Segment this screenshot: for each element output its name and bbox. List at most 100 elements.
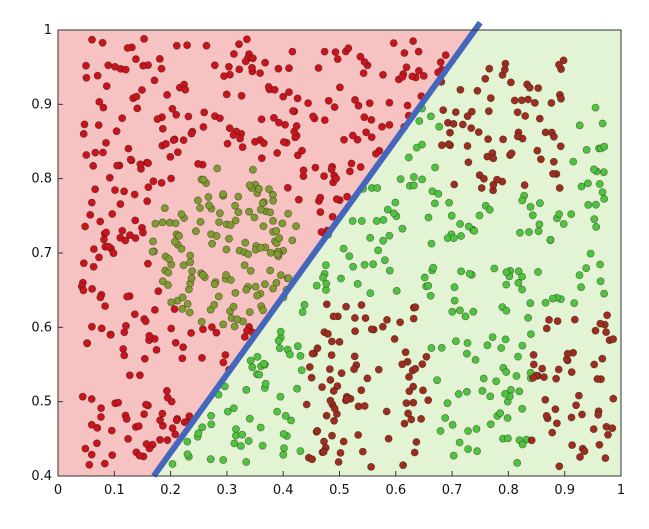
- green-point: [418, 175, 426, 184]
- dark-red-point: [446, 128, 454, 137]
- green-point: [502, 306, 511, 315]
- olive-point: [275, 234, 284, 242]
- red-point: [210, 61, 219, 70]
- olive-point: [266, 208, 274, 217]
- green-point: [245, 414, 254, 423]
- red-point: [274, 64, 283, 73]
- red-point: [316, 208, 325, 216]
- x-tick-label: 0.3: [217, 483, 238, 498]
- red-point: [102, 228, 110, 237]
- olive-point: [167, 298, 176, 307]
- red-point: [167, 397, 176, 406]
- red-point: [124, 144, 133, 153]
- dark-red-point: [590, 360, 599, 369]
- red-point: [93, 423, 102, 432]
- green-point: [369, 260, 377, 269]
- green-point: [575, 271, 584, 279]
- dark-red-point: [328, 431, 336, 440]
- green-point: [463, 339, 472, 347]
- green-point: [293, 342, 302, 351]
- red-point: [126, 155, 135, 164]
- red-point: [167, 174, 175, 183]
- olive-point: [266, 248, 275, 257]
- dark-red-point: [552, 374, 560, 383]
- olive-point: [229, 302, 238, 311]
- dark-red-point: [313, 426, 322, 435]
- dark-red-point: [418, 360, 427, 368]
- olive-point: [198, 270, 207, 279]
- red-point: [356, 163, 365, 171]
- dark-red-point: [327, 351, 336, 359]
- green-point: [429, 263, 438, 272]
- green-point: [514, 278, 523, 287]
- green-point: [298, 308, 307, 316]
- dark-red-point: [363, 374, 372, 383]
- dark-red-point: [405, 372, 413, 381]
- red-point: [320, 172, 328, 180]
- dark-red-point: [602, 328, 610, 336]
- red-point: [299, 166, 308, 175]
- green-point: [168, 460, 177, 468]
- x-tick-label: 0.7: [442, 483, 463, 498]
- red-point: [362, 128, 370, 137]
- dark-red-point: [567, 413, 576, 422]
- dark-red-point: [485, 64, 494, 73]
- green-point: [379, 236, 387, 245]
- red-point: [134, 422, 143, 430]
- green-point: [465, 269, 474, 278]
- red-point: [131, 216, 140, 225]
- green-point: [503, 434, 512, 443]
- olive-point: [269, 216, 277, 225]
- green-point: [591, 103, 600, 112]
- red-point: [144, 159, 152, 168]
- red-point: [332, 174, 341, 183]
- dark-red-point: [411, 364, 420, 373]
- green-point: [518, 285, 526, 294]
- olive-point: [178, 293, 187, 302]
- green-point: [518, 196, 527, 205]
- olive-point: [175, 231, 183, 240]
- y-tick-label: 0.5: [31, 395, 52, 410]
- green-point: [391, 198, 400, 207]
- dark-red-point: [499, 135, 507, 144]
- green-point: [436, 427, 445, 435]
- red-point: [99, 103, 108, 112]
- green-point: [244, 437, 253, 445]
- green-point: [337, 274, 345, 283]
- green-point: [592, 222, 601, 231]
- dark-red-point: [601, 454, 610, 462]
- dark-red-point: [570, 315, 579, 324]
- olive-point: [165, 255, 173, 263]
- green-point: [518, 404, 527, 413]
- green-point: [599, 168, 608, 177]
- red-point: [163, 436, 172, 444]
- green-point: [431, 163, 439, 172]
- green-point: [273, 407, 281, 416]
- red-point: [172, 416, 181, 425]
- dark-red-point: [367, 325, 376, 334]
- x-tick-label: 0.8: [498, 483, 519, 498]
- red-point: [163, 91, 171, 99]
- red-point: [229, 131, 238, 139]
- olive-point: [158, 218, 167, 227]
- green-point: [596, 277, 605, 286]
- olive-point: [288, 236, 297, 245]
- red-point: [152, 345, 161, 354]
- red-point: [379, 70, 387, 79]
- red-point: [222, 90, 231, 99]
- red-point: [360, 58, 369, 66]
- dark-red-point: [412, 438, 421, 446]
- red-point: [82, 151, 91, 159]
- red-point: [320, 47, 329, 56]
- dark-red-point: [527, 436, 536, 445]
- green-point: [501, 389, 509, 398]
- red-point: [172, 41, 181, 50]
- green-point: [183, 437, 192, 446]
- dark-red-point: [542, 411, 551, 420]
- red-point: [248, 54, 257, 63]
- red-point: [235, 40, 243, 49]
- red-point: [97, 413, 105, 421]
- dark-red-point: [382, 407, 391, 416]
- y-tick-label: 0.6: [31, 320, 52, 335]
- green-point: [398, 224, 407, 233]
